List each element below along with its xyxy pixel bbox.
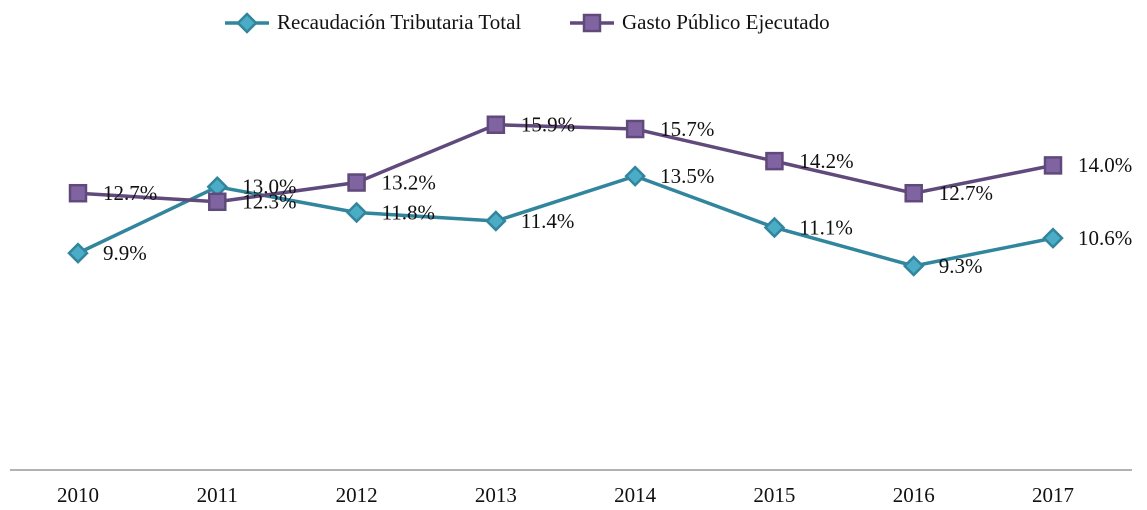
data-point xyxy=(902,255,925,277)
x-tick-label: 2015 xyxy=(753,483,795,507)
data-point xyxy=(765,151,784,171)
series-line xyxy=(77,122,1054,204)
series-line xyxy=(77,174,1054,268)
data-point xyxy=(1043,156,1063,175)
data-point xyxy=(68,183,88,203)
x-tick-label: 2014 xyxy=(614,483,657,507)
data-point xyxy=(486,115,506,134)
data-point xyxy=(624,165,646,187)
x-tick-label: 2017 xyxy=(1032,483,1074,507)
data-label: 14.2% xyxy=(799,149,853,173)
data-label: 15.7% xyxy=(660,117,714,141)
data-point xyxy=(347,173,366,192)
legend-marker xyxy=(236,12,258,34)
data-point xyxy=(67,242,89,264)
data-label: 9.9% xyxy=(103,241,147,265)
data-point xyxy=(208,192,227,212)
data-point xyxy=(485,210,507,232)
x-tick-label: 2012 xyxy=(336,483,378,507)
data-label: 14.0% xyxy=(1078,153,1132,177)
data-label: 10.6% xyxy=(1078,226,1132,250)
legend-label: Gasto Público Ejecutado xyxy=(622,10,830,34)
x-tick-label: 2011 xyxy=(197,483,238,507)
data-point xyxy=(763,216,786,239)
data-label: 12.7% xyxy=(103,181,157,205)
data-label: 11.8% xyxy=(382,200,435,224)
x-tick-label: 2010 xyxy=(57,483,99,507)
data-label: 12.3% xyxy=(242,190,296,214)
data-label: 13.5% xyxy=(660,164,714,188)
data-point xyxy=(345,201,368,224)
data-label: 15.9% xyxy=(521,113,575,137)
data-label: 12.7% xyxy=(939,181,993,205)
data-label: 9.3% xyxy=(939,254,983,278)
data-point xyxy=(904,183,923,203)
data-label: 11.1% xyxy=(799,215,852,239)
data-point xyxy=(625,119,645,139)
x-tick-label: 2016 xyxy=(893,483,935,507)
data-label: 13.0% xyxy=(242,175,296,199)
data-label: 11.4% xyxy=(521,209,574,233)
data-label: 13.2% xyxy=(382,170,436,194)
legend-label: Recaudación Tributaria Total xyxy=(277,10,521,34)
legend-marker xyxy=(582,13,602,33)
x-tick-label: 2013 xyxy=(475,483,517,507)
data-point xyxy=(1042,227,1064,249)
